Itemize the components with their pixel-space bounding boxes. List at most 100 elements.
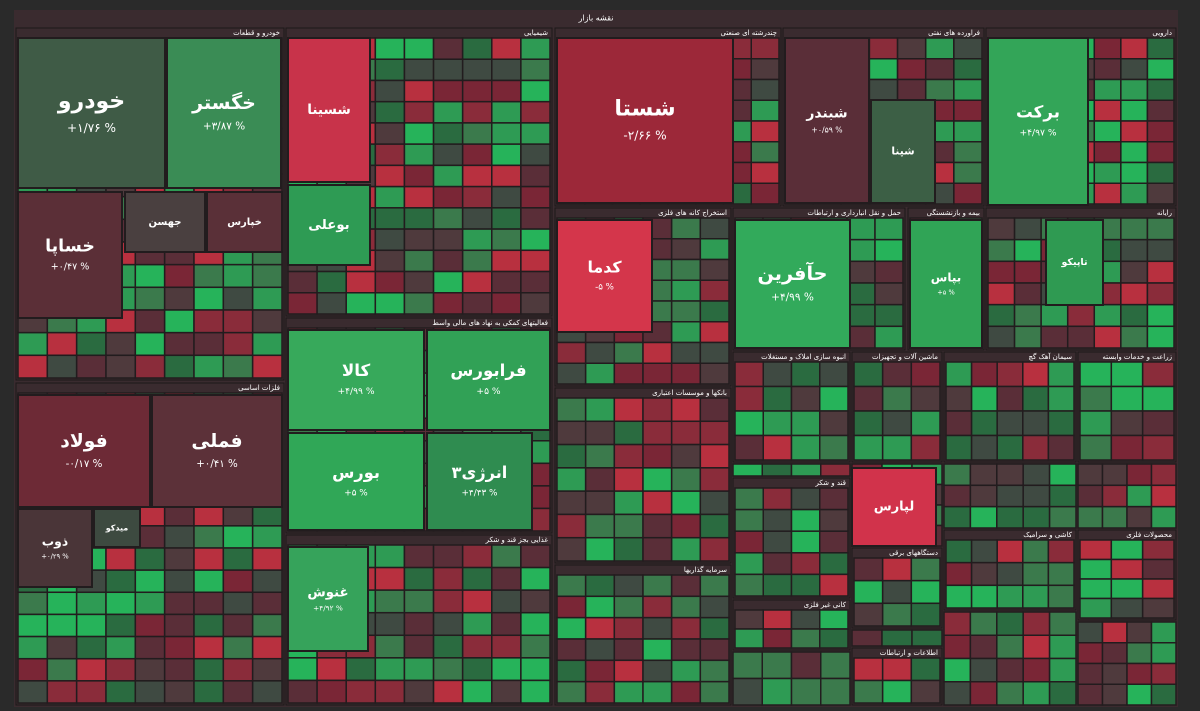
small-tile bbox=[761, 463, 793, 477]
small-tile bbox=[881, 434, 913, 461]
stock-tile bbox=[287, 432, 425, 531]
small-tile bbox=[790, 628, 821, 649]
small-tile bbox=[1022, 484, 1051, 508]
small-tile bbox=[1077, 463, 1104, 487]
stock-name: بوعلی bbox=[308, 218, 349, 233]
small-tile bbox=[491, 544, 522, 569]
stock-change: +۱/۷۶ % bbox=[67, 121, 116, 135]
small-tile bbox=[853, 579, 884, 605]
small-tile bbox=[699, 638, 730, 662]
stock-change: +۵ % bbox=[937, 288, 954, 296]
small-tile bbox=[163, 635, 195, 660]
small-tile bbox=[1093, 303, 1122, 328]
small-tile bbox=[1146, 260, 1175, 284]
small-tile bbox=[520, 122, 551, 145]
small-tile bbox=[222, 635, 254, 660]
small-tile bbox=[1093, 182, 1122, 205]
small-tile bbox=[996, 634, 1024, 660]
small-tile bbox=[613, 490, 644, 516]
small-tile bbox=[251, 309, 283, 334]
stock-name: کالا bbox=[342, 361, 371, 380]
small-tile bbox=[670, 443, 702, 469]
small-tile bbox=[403, 228, 435, 252]
small-tile bbox=[996, 410, 1024, 437]
small-tile bbox=[432, 249, 464, 273]
sector-title: رایانه bbox=[1157, 209, 1172, 217]
small-tile bbox=[642, 595, 673, 619]
small-tile bbox=[881, 361, 913, 388]
small-tile bbox=[520, 657, 551, 682]
small-tile bbox=[953, 120, 983, 143]
small-tile bbox=[432, 679, 464, 704]
small-tile bbox=[970, 584, 998, 609]
small-tile bbox=[251, 547, 283, 571]
small-tile bbox=[403, 270, 435, 294]
small-tile bbox=[1141, 385, 1175, 412]
small-tile bbox=[699, 536, 730, 562]
small-tile bbox=[491, 143, 522, 167]
small-tile bbox=[520, 164, 551, 188]
small-tile bbox=[374, 37, 406, 60]
small-tile bbox=[1110, 434, 1144, 461]
small-tile bbox=[163, 354, 195, 379]
small-tile bbox=[996, 611, 1024, 636]
small-tile bbox=[222, 680, 254, 704]
small-tile bbox=[896, 37, 927, 60]
small-tile bbox=[1093, 120, 1122, 143]
stock-change: +۰/۲۹ % bbox=[41, 553, 69, 561]
small-tile bbox=[584, 659, 616, 683]
small-tile bbox=[403, 611, 435, 637]
stock-name: میدکو bbox=[105, 524, 129, 533]
small-tile bbox=[1126, 484, 1153, 508]
small-tile bbox=[943, 634, 972, 660]
stock-tile bbox=[426, 329, 551, 431]
small-tile bbox=[251, 525, 283, 549]
small-tile bbox=[953, 37, 983, 60]
small-tile bbox=[881, 679, 913, 704]
small-tile bbox=[1047, 561, 1075, 587]
small-tile bbox=[734, 487, 764, 511]
small-tile bbox=[1150, 621, 1177, 644]
small-tile bbox=[1048, 681, 1077, 706]
sector-title: کانی غیر فلزی bbox=[804, 601, 847, 609]
small-tile bbox=[1126, 505, 1153, 529]
small-tile bbox=[1066, 325, 1096, 349]
small-tile bbox=[613, 341, 644, 364]
small-tile bbox=[1022, 657, 1051, 683]
small-tile bbox=[1079, 597, 1113, 619]
stock-name: ذوب bbox=[42, 534, 68, 548]
small-tile bbox=[699, 659, 730, 683]
small-tile bbox=[996, 434, 1024, 461]
small-tile bbox=[670, 341, 702, 364]
small-tile bbox=[1093, 78, 1122, 101]
small-tile bbox=[1022, 634, 1051, 660]
small-tile bbox=[910, 361, 941, 388]
small-tile bbox=[670, 490, 702, 516]
small-tile bbox=[1110, 539, 1144, 561]
small-tile bbox=[762, 609, 793, 630]
small-tile bbox=[642, 420, 673, 446]
small-tile bbox=[1110, 361, 1144, 388]
small-tile bbox=[699, 300, 730, 323]
small-tile bbox=[851, 629, 883, 647]
small-tile bbox=[642, 659, 673, 683]
small-tile bbox=[790, 361, 821, 388]
small-tile bbox=[853, 557, 884, 582]
small-tile bbox=[556, 420, 587, 446]
small-tile bbox=[556, 659, 587, 683]
small-tile bbox=[374, 634, 406, 659]
small-tile bbox=[945, 584, 973, 609]
small-tile bbox=[613, 397, 644, 423]
small-tile bbox=[670, 467, 702, 492]
small-tile bbox=[163, 547, 195, 571]
small-tile bbox=[432, 79, 464, 103]
stock-name: فولاد bbox=[60, 431, 107, 452]
small-tile bbox=[790, 609, 821, 630]
small-tile bbox=[163, 286, 195, 311]
small-tile bbox=[520, 292, 551, 315]
sector-title: بیمه و بازنشستگی bbox=[927, 208, 980, 217]
small-tile bbox=[1120, 282, 1149, 306]
small-tile bbox=[432, 634, 464, 659]
small-tile bbox=[1146, 161, 1175, 184]
small-tile bbox=[699, 279, 730, 302]
